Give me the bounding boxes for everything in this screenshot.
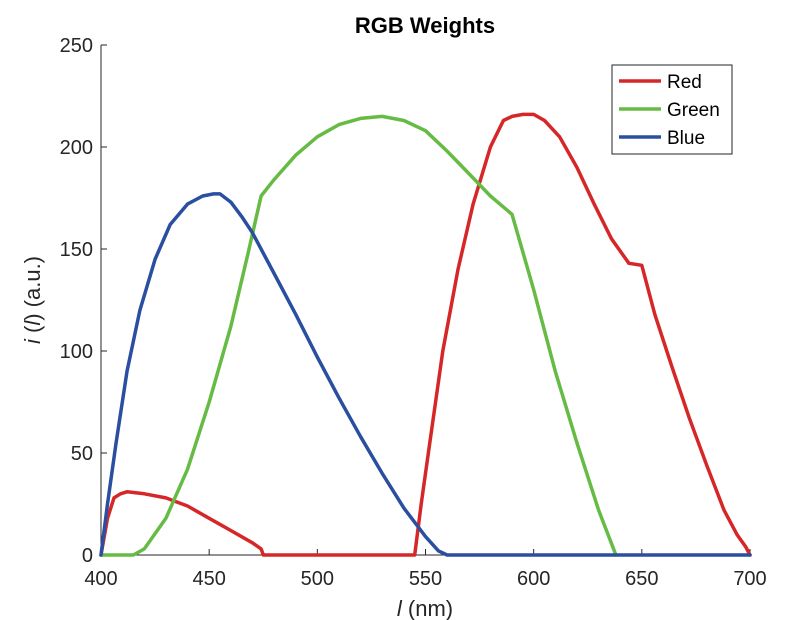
legend-label-blue: Blue (667, 128, 705, 149)
chart-title: RGB Weights (355, 13, 495, 38)
y-tick-label: 150 (60, 239, 93, 261)
legend-entry-green: Green (619, 100, 720, 121)
series-layer (99, 112, 752, 557)
legend: Red Green Blue (611, 64, 733, 155)
legend-entry-blue: Blue (619, 128, 705, 149)
x-tick-label: 450 (192, 568, 225, 590)
series-line-blue (99, 192, 752, 557)
legend-entry-red: Red (619, 72, 702, 93)
x-tick-label: 400 (84, 568, 117, 590)
y-axis-label-var: l (20, 320, 45, 326)
axes: 400 450 500 550 600 650 700 0 50 100 150 200 250 (60, 35, 767, 590)
x-axis-label-var: l (397, 596, 403, 620)
x-axis-label-unit: (nm) (402, 596, 453, 620)
y-axis-label-fn: i (20, 338, 45, 344)
series-line-green (99, 114, 618, 557)
y-axis-label-close: ) (a.u.) (20, 256, 45, 321)
x-tick-label: 650 (625, 568, 658, 590)
x-axis-label: l (nm) (397, 596, 453, 620)
y-axis-label-open: ( (20, 325, 45, 339)
x-tick-label: 550 (409, 568, 442, 590)
y-tick-label: 50 (71, 443, 93, 465)
x-tick-label: 500 (301, 568, 334, 590)
y-tick-label: 250 (60, 35, 93, 57)
y-tick-label: 100 (60, 341, 93, 363)
legend-label-red: Red (667, 72, 702, 93)
x-tick-label: 600 (517, 568, 550, 590)
y-tick-label: 200 (60, 137, 93, 159)
series-line-red (99, 112, 752, 557)
legend-label-green: Green (667, 100, 720, 121)
x-tick-label: 700 (733, 568, 766, 590)
y-tick-label: 0 (82, 545, 93, 567)
y-axis-label: i (l) (a.u.) (20, 256, 45, 344)
